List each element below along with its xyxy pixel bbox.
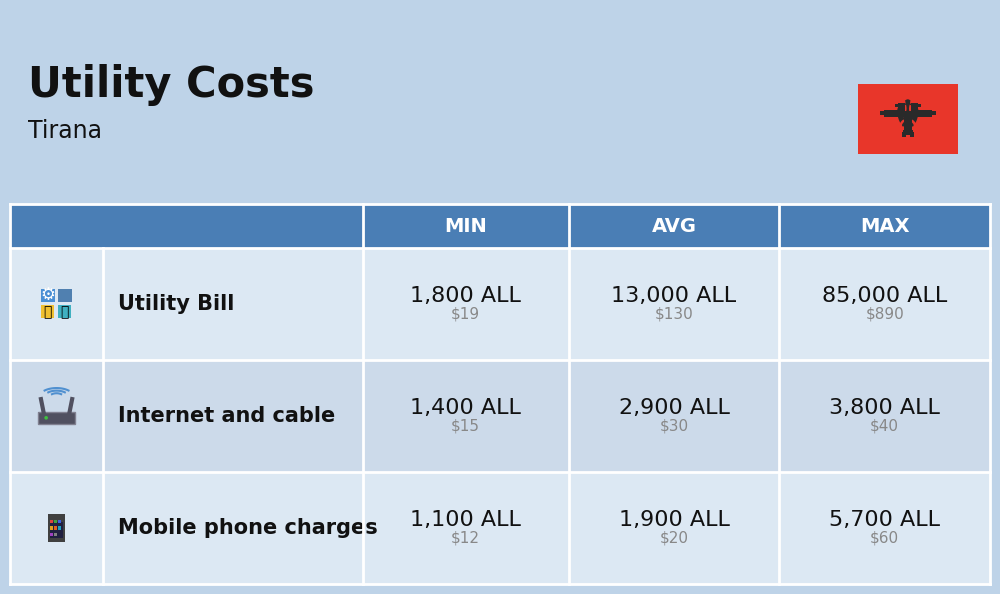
Bar [930,111,936,115]
Bar [58,526,61,529]
Bar [50,526,53,529]
Text: Utility Bill: Utility Bill [118,294,234,314]
Bar [903,130,913,135]
Text: Mobile phone charges: Mobile phone charges [118,518,378,538]
Text: MAX: MAX [860,216,909,235]
Text: 13,000 ALL: 13,000 ALL [611,286,737,306]
Bar [41,289,55,302]
Text: MIN: MIN [444,216,487,235]
Bar [911,103,918,111]
Text: $30: $30 [659,419,689,434]
Text: $12: $12 [451,530,480,545]
Text: $40: $40 [870,419,899,434]
Bar [54,533,57,536]
Bar [41,305,54,318]
Text: 85,000 ALL: 85,000 ALL [822,286,947,306]
Text: $20: $20 [659,530,688,545]
Text: 5,700 ALL: 5,700 ALL [829,510,940,530]
Bar [50,520,53,523]
Bar [898,103,905,111]
Bar [895,104,900,107]
Text: 1,900 ALL: 1,900 ALL [619,510,729,530]
Text: Utility Costs: Utility Costs [28,64,314,106]
Bar [10,204,990,248]
Bar [50,533,53,536]
Text: $15: $15 [451,419,480,434]
Bar [54,520,57,523]
Text: $130: $130 [655,307,693,321]
Text: ⚙: ⚙ [41,286,55,305]
Text: 1,100 ALL: 1,100 ALL [410,510,521,530]
Bar [58,520,61,523]
Bar [912,110,932,117]
Text: Internet and cable: Internet and cable [118,406,335,426]
Bar [910,132,914,137]
Bar [10,360,990,472]
Bar [10,472,990,584]
Bar [38,412,75,424]
Bar [58,289,72,302]
Bar [902,132,906,137]
Text: 2,900 ALL: 2,900 ALL [619,398,729,418]
Text: 🔌: 🔌 [43,305,52,319]
Text: 1,800 ALL: 1,800 ALL [410,286,521,306]
Bar [58,305,71,318]
Text: Tirana: Tirana [28,119,102,143]
Bar [884,110,904,117]
Bar [48,514,65,542]
Text: ☬: ☬ [894,98,922,136]
Bar [916,104,921,107]
Text: 3,800 ALL: 3,800 ALL [829,398,940,418]
Text: 💧: 💧 [60,305,69,319]
Text: $890: $890 [865,307,904,321]
Text: AVG: AVG [651,216,696,235]
Text: $60: $60 [870,530,899,545]
Bar [10,248,990,360]
Bar [858,84,958,154]
Bar [38,412,75,424]
Circle shape [44,416,48,419]
Bar [880,111,886,115]
Text: $19: $19 [451,307,480,321]
Text: 1,400 ALL: 1,400 ALL [410,398,521,418]
Bar [54,526,57,529]
Bar [904,111,912,133]
Bar [50,522,63,538]
